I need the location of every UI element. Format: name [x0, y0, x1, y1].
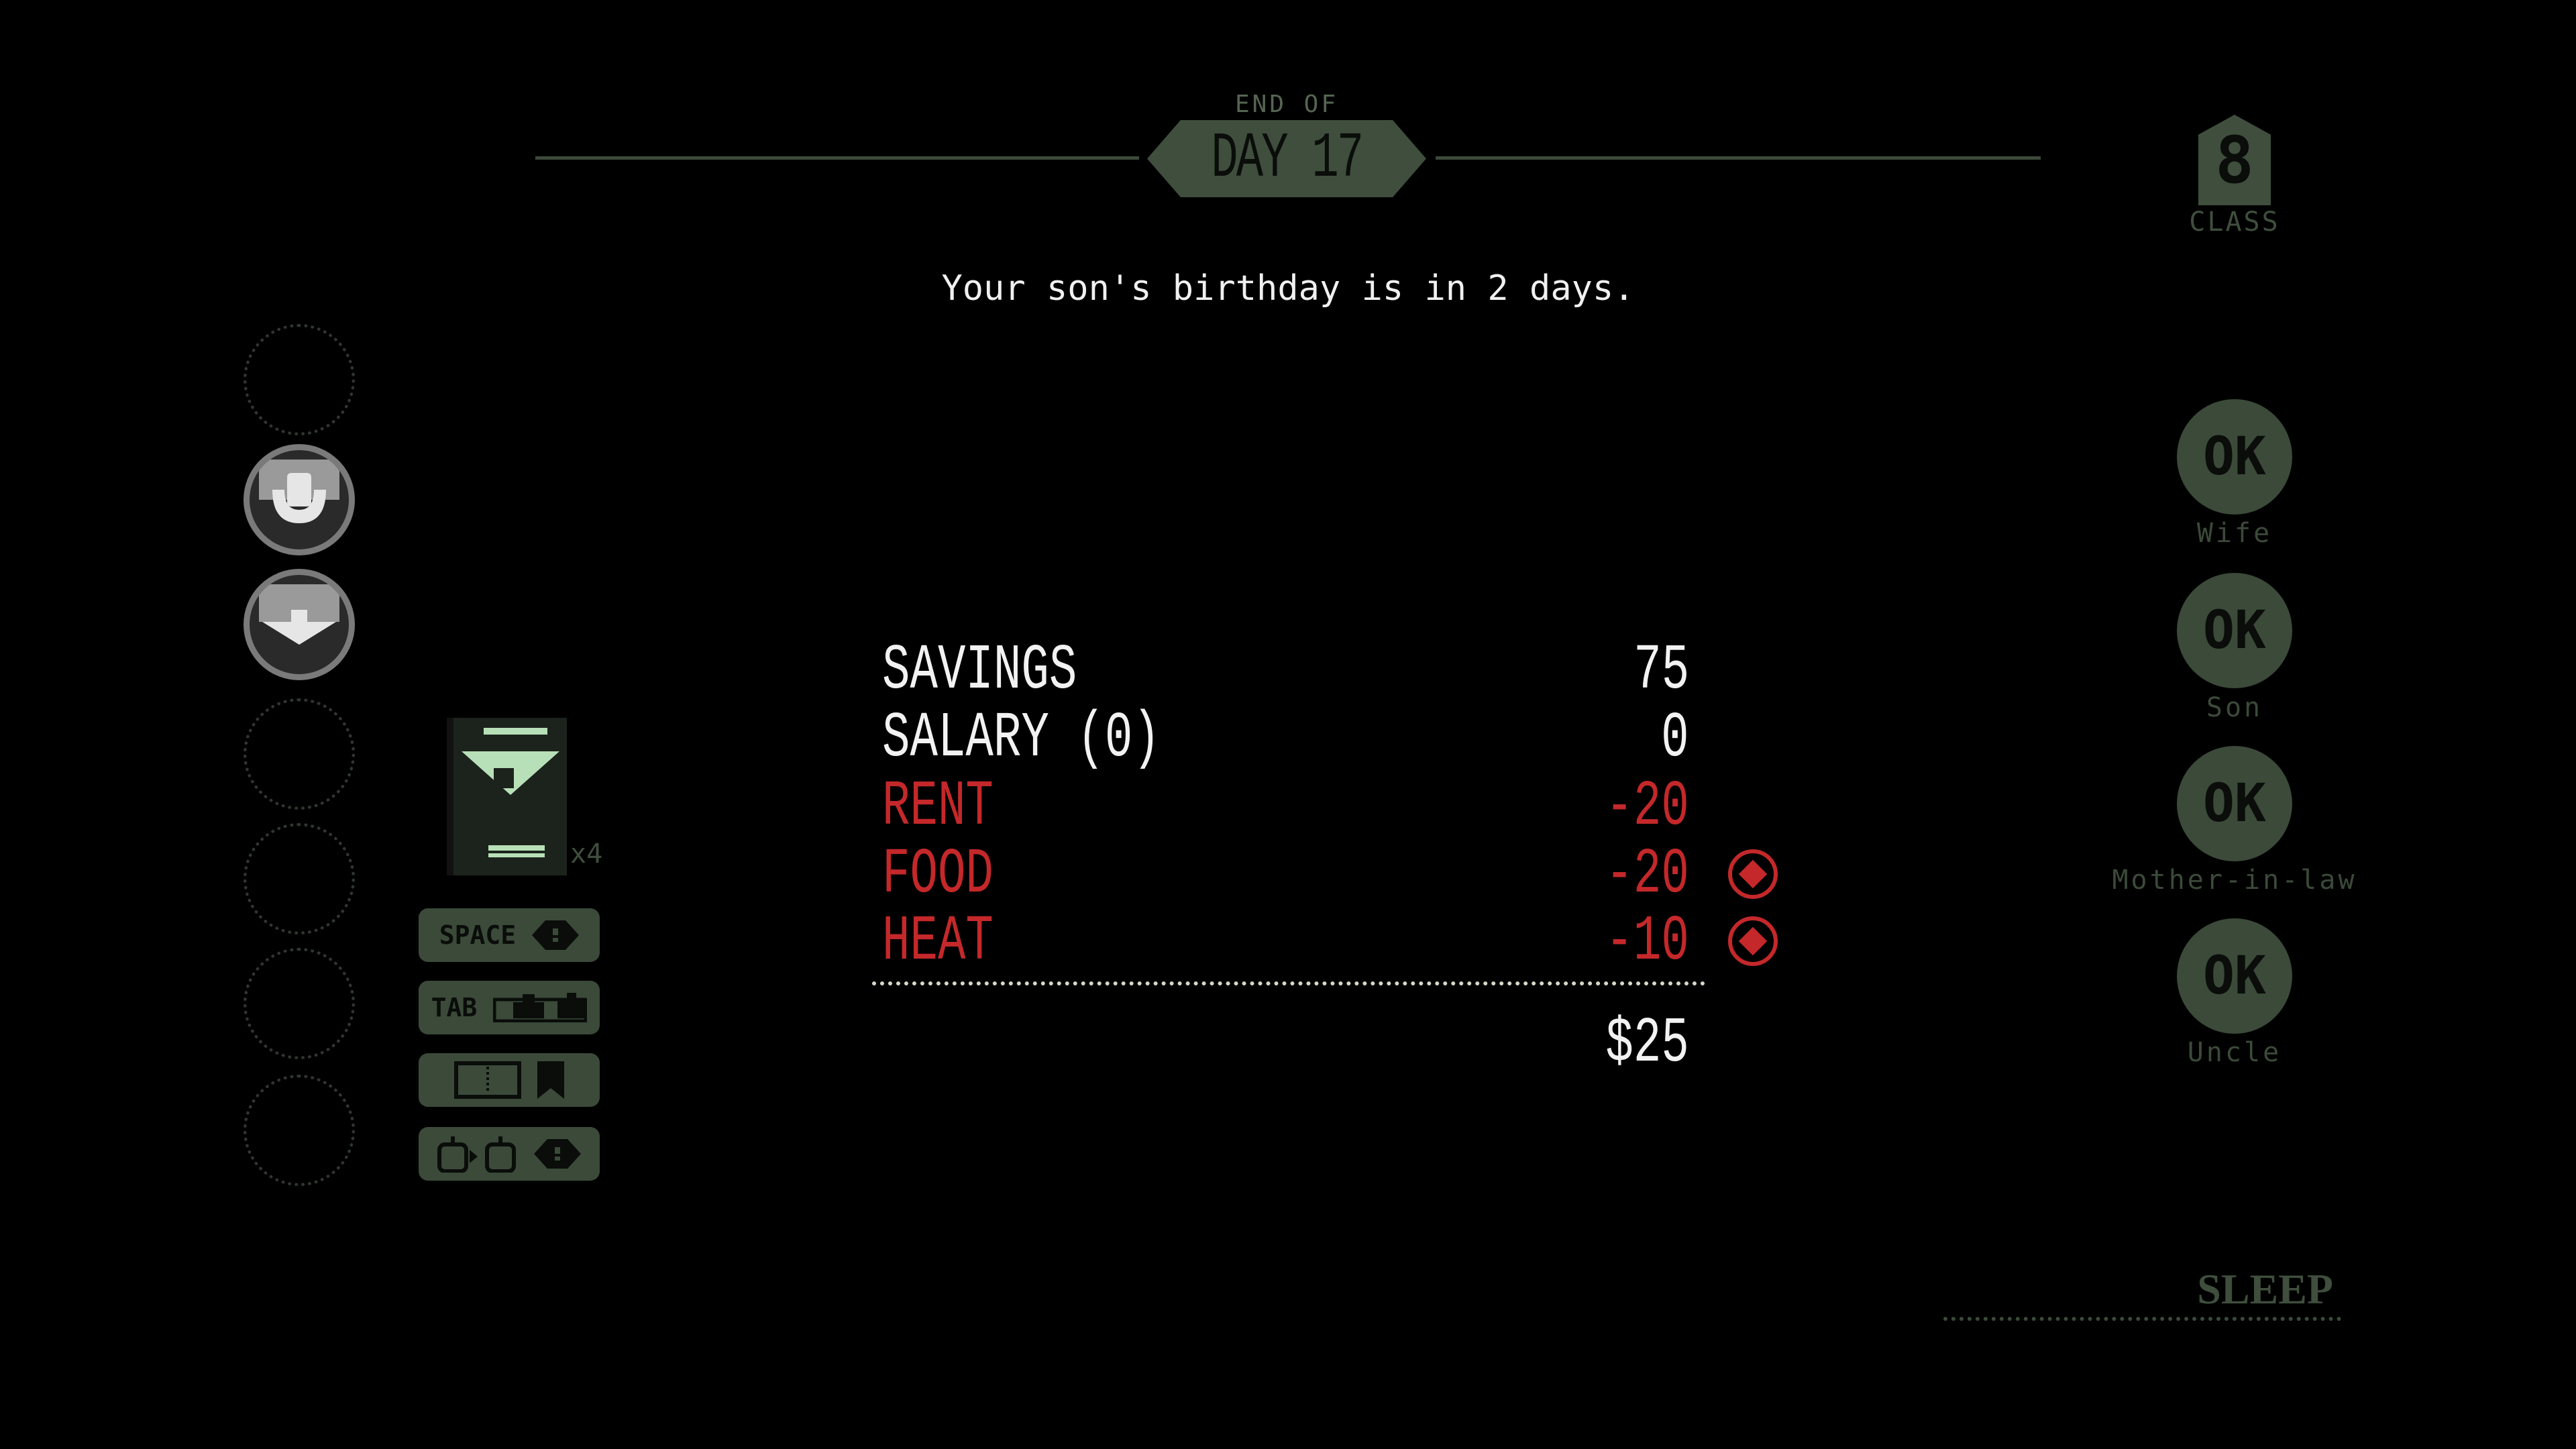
family-status-mother-in-law: OK [2177, 746, 2292, 861]
tray-icon [493, 993, 588, 1022]
stamp-slot-empty [244, 948, 355, 1059]
ledger-label: FOOD [882, 837, 994, 911]
ledger-total-value: $25 [1605, 1006, 1689, 1080]
tab-key-label: TAB [431, 993, 478, 1022]
ledger-row-heat: HEAT -10 [882, 904, 1689, 978]
ledger-row-food: FOOD -20 [882, 837, 1689, 911]
card-quantity: x4 [570, 839, 603, 869]
space-key-label: SPACE [439, 920, 517, 950]
day-banner: DAY 17 [1147, 120, 1426, 197]
tab-key-hint[interactable]: TAB [419, 981, 600, 1034]
ledger-divider [872, 981, 1705, 985]
book-icon [454, 1061, 521, 1099]
heat-toggle-radio[interactable] [1728, 916, 1778, 966]
ledger-row-salary: SALARY (0) 0 [882, 702, 1689, 775]
mouse-stamp-hint[interactable] [419, 1127, 600, 1181]
bookmark-icon [537, 1061, 564, 1099]
stamp-slot-empty [244, 698, 355, 810]
ledger-label: HEAT [882, 904, 994, 978]
radio-selected-icon [1738, 859, 1768, 889]
denied-stamp-icon[interactable] [244, 569, 355, 680]
family-name-mother-in-law: Mother-in-law [2112, 865, 2357, 896]
radio-selected-icon [1738, 926, 1768, 956]
eagle-emblem-icon [462, 728, 559, 857]
passport-eagle-card-icon[interactable] [447, 718, 567, 875]
stamp-up-icon [532, 920, 580, 950]
family-name-son: Son [2206, 692, 2263, 723]
approved-stamp-glyph-icon [259, 460, 339, 523]
ledger-value: 0 [1661, 701, 1689, 775]
class-value: 8 [2215, 122, 2254, 198]
end-of-label: END OF [1234, 91, 1339, 118]
header-rule-left [535, 156, 1139, 160]
food-toggle-radio[interactable] [1728, 849, 1778, 899]
ledger-value: -10 [1605, 904, 1689, 978]
ledger-value: 75 [1633, 633, 1689, 707]
family-name-uncle: Uncle [2187, 1037, 2282, 1068]
class-label: CLASS [2189, 207, 2280, 237]
header-rule-right [1436, 156, 2041, 160]
event-message: Your son's birthday is in 2 days. [941, 268, 1635, 309]
stamp-slot-empty [244, 823, 355, 934]
ledger-value: -20 [1605, 837, 1689, 911]
family-name-wife: Wife [2196, 518, 2273, 549]
stamp-up-icon [534, 1139, 581, 1169]
stamp-slot-empty [244, 1075, 355, 1186]
ledger-total: $25 [882, 1006, 1689, 1080]
ledger-label: SALARY (0) [882, 701, 1161, 775]
class-badge-icon: 8 [2198, 115, 2271, 205]
ledger-label: RENT [882, 769, 994, 843]
approved-stamp-icon[interactable] [244, 444, 355, 555]
sleep-button[interactable]: SLEEP [2197, 1265, 2333, 1313]
rulebook-hint[interactable] [419, 1053, 600, 1107]
mouse-to-mouse-icon [437, 1136, 516, 1173]
ledger-value: -20 [1605, 769, 1689, 843]
family-status-uncle: OK [2177, 918, 2292, 1034]
sleep-underline [1943, 1317, 2341, 1321]
space-key-hint[interactable]: SPACE [419, 908, 600, 962]
ledger-label: SAVINGS [882, 633, 1077, 707]
day-title: DAY 17 [1211, 122, 1364, 195]
stamp-slot-empty [244, 324, 355, 435]
family-status-son: OK [2177, 573, 2292, 688]
family-status-wife: OK [2177, 399, 2292, 515]
ledger-row-savings: SAVINGS 75 [882, 633, 1689, 707]
ledger-row-rent: RENT -20 [882, 769, 1689, 843]
denied-stamp-glyph-icon [259, 584, 339, 645]
